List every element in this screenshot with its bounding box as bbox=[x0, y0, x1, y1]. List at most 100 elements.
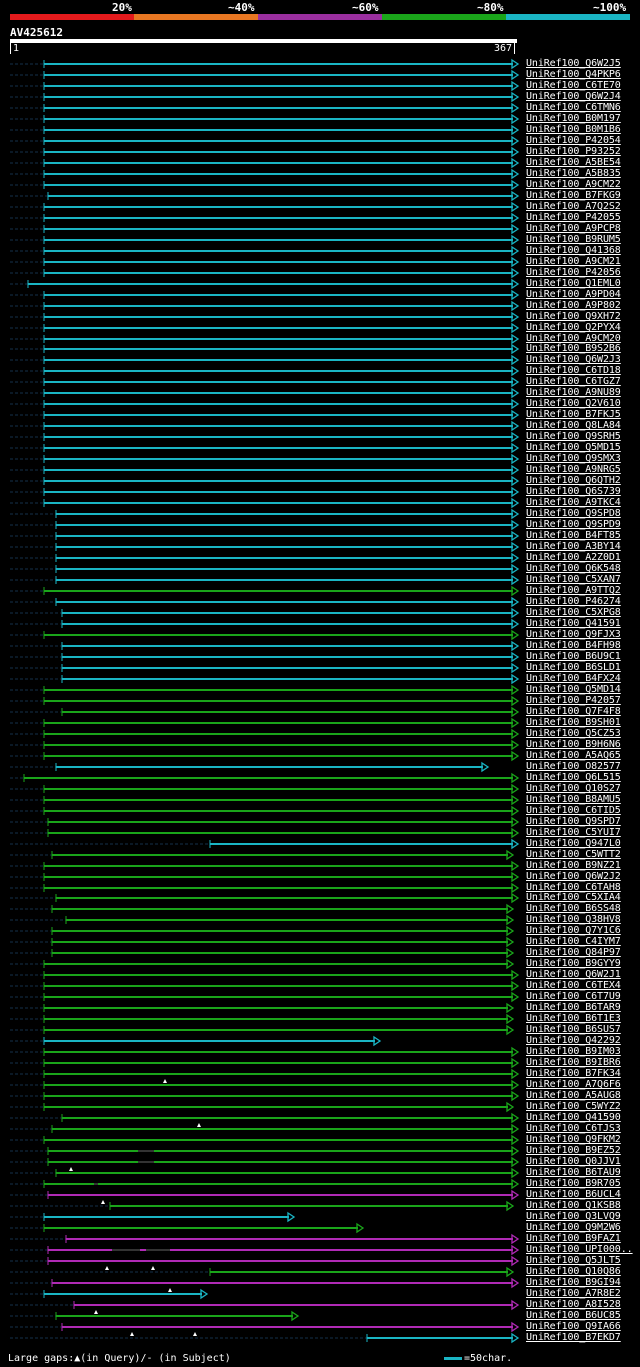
hit-label-link[interactable]: UniRef100_B6T1E3 bbox=[526, 1013, 621, 1024]
hit-label-link[interactable]: UniRef100_A5AQ65 bbox=[526, 750, 621, 761]
hit-label-link[interactable]: UniRef100_A9NU89 bbox=[526, 387, 621, 398]
hit-label-link[interactable]: UniRef100_A5AUG8 bbox=[526, 1090, 621, 1101]
hit-label-link[interactable]: UniRef100_A5BE54 bbox=[526, 157, 621, 168]
hit-label-link[interactable]: UniRef100_C6TMN6 bbox=[526, 102, 621, 113]
hit-label-link[interactable]: UniRef100_C5XIA4 bbox=[526, 892, 621, 903]
hit-label-link[interactable]: UniRef100_B9NZ21 bbox=[526, 860, 621, 871]
hit-label-link[interactable]: UniRef100_B9EZ52 bbox=[526, 1145, 621, 1156]
hit-label-link[interactable]: UniRef100_Q6QTH2 bbox=[526, 475, 621, 486]
hit-label-link[interactable]: UniRef100_B9GI94 bbox=[526, 1277, 621, 1288]
hit-label-link[interactable]: UniRef100_B4FX24 bbox=[526, 673, 621, 684]
hit-label-link[interactable]: UniRef100_C5WTT2 bbox=[526, 849, 621, 860]
hit-label-link[interactable]: UniRef100_B9RUM5 bbox=[526, 234, 621, 245]
hit-label-link[interactable]: UniRef100_B9H6N6 bbox=[526, 739, 621, 750]
hit-label-link[interactable]: UniRef100_P42056 bbox=[526, 267, 621, 278]
hit-label-link[interactable]: UniRef100_Q9SPD8 bbox=[526, 508, 621, 519]
hit-label-link[interactable]: UniRef100_A9NRG5 bbox=[526, 464, 621, 475]
hit-label-link[interactable]: UniRef100_C6TGZ7 bbox=[526, 376, 621, 387]
hit-label-link[interactable]: UniRef100_B4FH98 bbox=[526, 640, 621, 651]
hit-label-link[interactable]: UniRef100_A9TKC4 bbox=[526, 497, 621, 508]
hit-label-link[interactable]: UniRef100_C5XPG8 bbox=[526, 607, 621, 618]
hit-label-link[interactable]: UniRef100_A7Q2S2 bbox=[526, 201, 621, 212]
hit-label-link[interactable]: UniRef100_C6TE70 bbox=[526, 80, 621, 91]
hit-label-link[interactable]: UniRef100_B8AMU5 bbox=[526, 794, 621, 805]
hit-label-link[interactable]: UniRef100_Q4PKP6 bbox=[526, 69, 621, 80]
hit-label-link[interactable]: UniRef100_Q9M2W6 bbox=[526, 1222, 621, 1233]
hit-label-link[interactable]: UniRef100_Q9SPD7 bbox=[526, 816, 621, 827]
hit-label-link[interactable]: UniRef100_Q5MD15 bbox=[526, 442, 621, 453]
hit-label-link[interactable]: UniRef100_B7EKD7 bbox=[526, 1332, 621, 1343]
hit-label-link[interactable]: UniRef100_Q9SPD9 bbox=[526, 519, 621, 530]
hit-label-link[interactable]: UniRef100_Q6W2J1 bbox=[526, 969, 621, 980]
hit-label-link[interactable]: UniRef100_Q2V610 bbox=[526, 398, 621, 409]
hit-label-link[interactable]: UniRef100_UPI000.. bbox=[526, 1244, 633, 1255]
hit-label-link[interactable]: UniRef100_Q6L515 bbox=[526, 772, 621, 783]
hit-label-link[interactable]: UniRef100_B6SUS7 bbox=[526, 1024, 621, 1035]
hit-label-link[interactable]: UniRef100_Q41591 bbox=[526, 618, 621, 629]
hit-label-link[interactable]: UniRef100_Q5MD14 bbox=[526, 684, 621, 695]
hit-label-link[interactable]: UniRef100_Q41368 bbox=[526, 245, 621, 256]
hit-label-link[interactable]: UniRef100_Q1KSB8 bbox=[526, 1200, 621, 1211]
hit-label-link[interactable]: UniRef100_Q7Y1C6 bbox=[526, 925, 621, 936]
hit-label-link[interactable]: UniRef100_Q84P97 bbox=[526, 947, 621, 958]
hit-label-link[interactable]: UniRef100_A9CM22 bbox=[526, 179, 621, 190]
hit-label-link[interactable]: UniRef100_Q38HV8 bbox=[526, 914, 621, 925]
hit-label-link[interactable]: UniRef100_C4IYM7 bbox=[526, 936, 621, 947]
hit-label-link[interactable]: UniRef100_B0M197 bbox=[526, 113, 621, 124]
hit-label-link[interactable]: UniRef100_Q6S739 bbox=[526, 486, 621, 497]
hit-label-link[interactable]: UniRef100_Q947L0 bbox=[526, 838, 621, 849]
hit-label-link[interactable]: UniRef100_C6TD18 bbox=[526, 365, 621, 376]
hit-label-link[interactable]: UniRef100_B6UC85 bbox=[526, 1310, 621, 1321]
hit-label-link[interactable]: UniRef100_P42055 bbox=[526, 212, 621, 223]
hit-label-link[interactable]: UniRef100_B6UCL4 bbox=[526, 1189, 621, 1200]
hit-label-link[interactable]: UniRef100_Q9SRH5 bbox=[526, 431, 621, 442]
hit-label-link[interactable]: UniRef100_B9SH01 bbox=[526, 717, 621, 728]
hit-label-link[interactable]: UniRef100_C6TID5 bbox=[526, 805, 621, 816]
hit-label-link[interactable]: UniRef100_Q41590 bbox=[526, 1112, 621, 1123]
hit-label-link[interactable]: UniRef100_Q8LA84 bbox=[526, 420, 621, 431]
hit-label-link[interactable]: UniRef100_C6TAH8 bbox=[526, 882, 621, 893]
hit-label-link[interactable]: UniRef100_A7R8E2 bbox=[526, 1288, 621, 1299]
hit-label-link[interactable]: UniRef100_Q9FKM2 bbox=[526, 1134, 621, 1145]
hit-label-link[interactable]: UniRef100_A9TTQ2 bbox=[526, 585, 621, 596]
hit-label-link[interactable]: UniRef100_A7Q6F6 bbox=[526, 1079, 621, 1090]
hit-label-link[interactable]: UniRef100_B7FK34 bbox=[526, 1068, 621, 1079]
hit-label-link[interactable]: UniRef100_Q6W2J4 bbox=[526, 91, 621, 102]
hit-label-link[interactable]: UniRef100_B0M1B6 bbox=[526, 124, 621, 135]
hit-label-link[interactable]: UniRef100_A9PD04 bbox=[526, 289, 621, 300]
hit-label-link[interactable]: UniRef100_Q10S27 bbox=[526, 783, 621, 794]
hit-label-link[interactable]: UniRef100_Q5CZ53 bbox=[526, 728, 621, 739]
hit-label-link[interactable]: UniRef100_B9IBR6 bbox=[526, 1057, 621, 1068]
hit-label-link[interactable]: UniRef100_Q9IA66 bbox=[526, 1321, 621, 1332]
hit-label-link[interactable]: UniRef100_B6U9C1 bbox=[526, 651, 621, 662]
hit-label-link[interactable]: UniRef100_O82577 bbox=[526, 761, 621, 772]
hit-label-link[interactable]: UniRef100_Q0JJV1 bbox=[526, 1156, 621, 1167]
hit-label-link[interactable]: UniRef100_Q6W2J5 bbox=[526, 58, 621, 69]
hit-label-link[interactable]: UniRef100_Q2PYX4 bbox=[526, 322, 621, 333]
hit-label-link[interactable]: UniRef100_A3BY14 bbox=[526, 541, 621, 552]
hit-label-link[interactable]: UniRef100_Q10Q86 bbox=[526, 1266, 621, 1277]
hit-label-link[interactable]: UniRef100_C5XAN7 bbox=[526, 574, 621, 585]
hit-label-link[interactable]: UniRef100_Q9SMX3 bbox=[526, 453, 621, 464]
hit-label-link[interactable]: UniRef100_B6SS48 bbox=[526, 903, 621, 914]
hit-label-link[interactable]: UniRef100_Q6W2J2 bbox=[526, 871, 621, 882]
hit-label-link[interactable]: UniRef100_B6TAR9 bbox=[526, 1002, 621, 1013]
hit-label-link[interactable]: UniRef100_B4FT85 bbox=[526, 530, 621, 541]
hit-label-link[interactable]: UniRef100_C6TJS3 bbox=[526, 1123, 621, 1134]
hit-label-link[interactable]: UniRef100_Q9XH72 bbox=[526, 311, 621, 322]
hit-label-link[interactable]: UniRef100_A2Z0D1 bbox=[526, 552, 621, 563]
hit-label-link[interactable]: UniRef100_B7FKJ5 bbox=[526, 409, 621, 420]
hit-label-link[interactable]: UniRef100_B9IM03 bbox=[526, 1046, 621, 1057]
hit-label-link[interactable]: UniRef100_P42057 bbox=[526, 695, 621, 706]
hit-label-link[interactable]: UniRef100_Q5JLT5 bbox=[526, 1255, 621, 1266]
hit-label-link[interactable]: UniRef100_C6TEX4 bbox=[526, 980, 621, 991]
hit-label-link[interactable]: UniRef100_Q6W2J3 bbox=[526, 354, 621, 365]
hit-label-link[interactable]: UniRef100_B9GYY9 bbox=[526, 958, 621, 969]
hit-label-link[interactable]: UniRef100_B9FAZ1 bbox=[526, 1233, 621, 1244]
hit-label-link[interactable]: UniRef100_B6TAU9 bbox=[526, 1167, 621, 1178]
hit-label-link[interactable]: UniRef100_A8I528 bbox=[526, 1299, 621, 1310]
hit-label-link[interactable]: UniRef100_B6SLD1 bbox=[526, 662, 621, 673]
hit-label-link[interactable]: UniRef100_A9CM21 bbox=[526, 256, 621, 267]
hit-label-link[interactable]: UniRef100_A9CM20 bbox=[526, 333, 621, 344]
hit-label-link[interactable]: UniRef100_Q3LVQ9 bbox=[526, 1211, 621, 1222]
